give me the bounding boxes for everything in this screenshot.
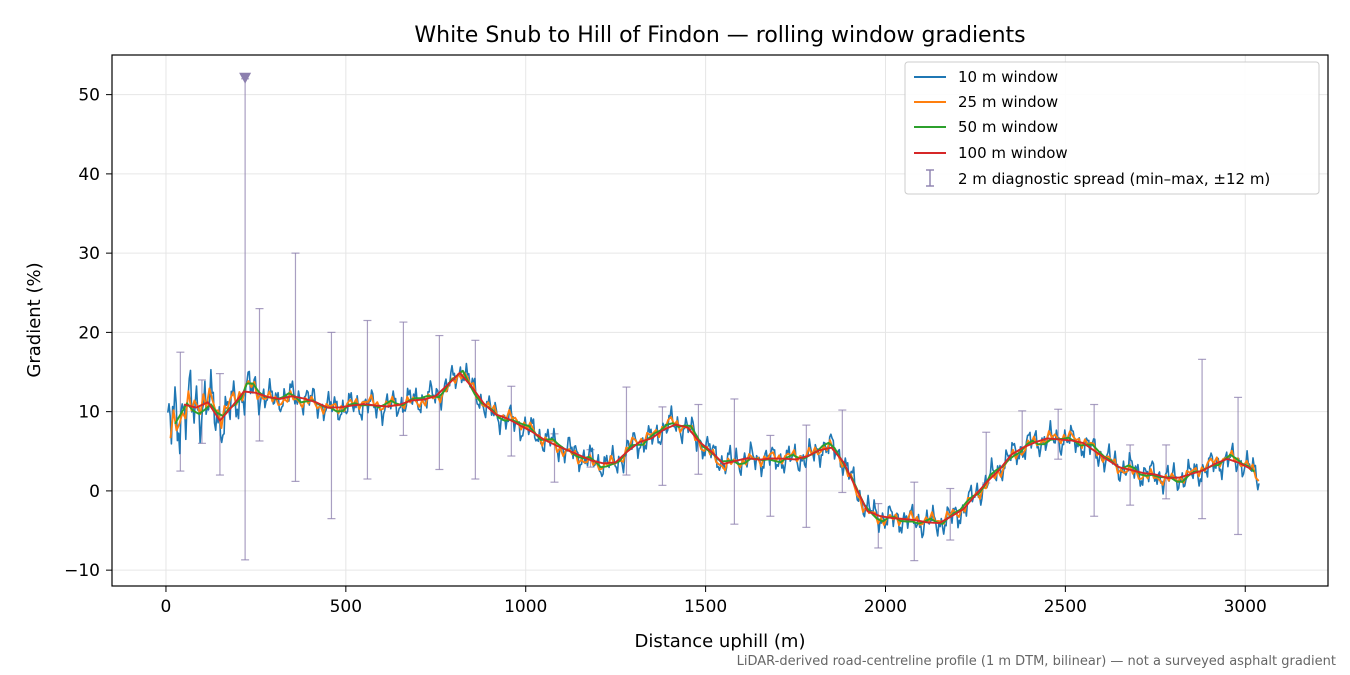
- y-tick-label: 40: [78, 165, 100, 185]
- series-line: [183, 371, 1252, 525]
- legend-box: [904, 61, 1320, 195]
- y-axis-label: Gradient (%): [24, 262, 45, 377]
- x-axis-label: Distance uphill (m): [635, 631, 806, 652]
- y-tick-label: 30: [78, 244, 100, 264]
- y-tick-label: −10: [64, 561, 100, 581]
- plot-frame: [111, 54, 1329, 587]
- spread-errorbar: [363, 319, 372, 480]
- legend-label-spread: 2 m diagnostic spread (min–max, ±12 m): [958, 170, 1270, 188]
- spread-errorbar: [658, 406, 667, 486]
- y-tick-label: 20: [78, 323, 100, 343]
- x-tick-label: 1500: [684, 597, 727, 617]
- x-tick-label: 0: [161, 597, 172, 617]
- x-tick-label: 500: [330, 597, 362, 617]
- spread-errorbar: [1198, 358, 1207, 520]
- footnote: LiDAR-derived road-centreline profile (1…: [737, 654, 1336, 669]
- series-layer: [167, 362, 1260, 539]
- spread-errorbar: [1090, 403, 1099, 517]
- spread-errorbar: [399, 321, 408, 437]
- spread-errorbar: [1054, 408, 1063, 460]
- spread-errorbar: [766, 434, 775, 517]
- x-tick-label: 1000: [504, 597, 547, 617]
- x-tick-label: 3000: [1224, 597, 1267, 617]
- y-tick-label: 0: [89, 482, 100, 502]
- y-axis-ticks: −10 0 10 20 30 40 50: [64, 86, 112, 581]
- spread-errorbar: [802, 424, 811, 528]
- spread-errorbar: [241, 78, 250, 561]
- spread-errorbar: [838, 409, 847, 494]
- y-tick-label: 50: [78, 86, 100, 106]
- y-tick-label: 10: [78, 403, 100, 423]
- legend-label-100m: 100 m window: [958, 144, 1068, 162]
- spread-errorbar: [327, 331, 336, 520]
- spread-outlier-marker: [239, 72, 252, 84]
- spread-errorbar: [291, 252, 300, 482]
- spread-errorbar: [622, 386, 631, 476]
- legend-label-50m: 50 m window: [958, 118, 1058, 136]
- spread-errorbar: [255, 308, 264, 442]
- legend-label-10m: 10 m window: [958, 68, 1058, 86]
- chart-title: White Snub to Hill of Findon — rolling w…: [414, 23, 1025, 48]
- x-axis-ticks: 0 500 1000 1500 2000 2500 3000: [161, 586, 1267, 617]
- spread-errorbar: [471, 339, 480, 480]
- x-tick-label: 2500: [1044, 597, 1087, 617]
- legend: 10 m window 25 m window 50 m window 100 …: [904, 61, 1320, 195]
- legend-label-25m: 25 m window: [958, 93, 1058, 111]
- legend-errorbar-icon: [926, 169, 934, 187]
- x-tick-label: 2000: [864, 597, 907, 617]
